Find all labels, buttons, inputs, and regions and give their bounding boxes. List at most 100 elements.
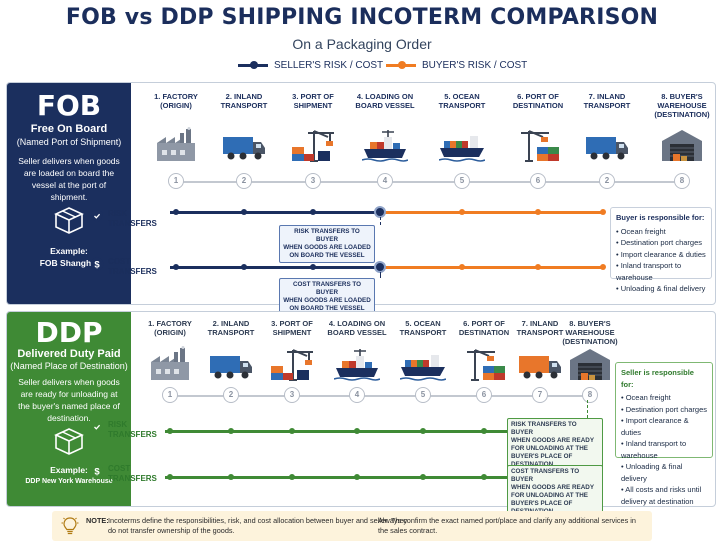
fob-cost-callout: COST TRANSFERS TO BUYER WHEN GOODS ARE L… (279, 278, 375, 316)
ddp-stage-label-2: 2. INLAND TRANSPORT (207, 319, 255, 337)
fob-panel: FOB Free On Board (Named Port of Shipmen… (6, 82, 716, 316)
ddp-stage-number-6: 6 (476, 387, 492, 403)
fob-cost-stage-dot (310, 264, 316, 270)
legend-seller-line-icon (238, 61, 268, 69)
ddp-example-value: DDP New York Warehouse (25, 478, 113, 485)
fob-cost-stage-dot (459, 264, 465, 270)
page-title: FOB vs DDP SHIPPING INCOTERM COMPARISON (65, 5, 659, 30)
warehouse-icon (567, 346, 613, 382)
dollar-coin-icon: $ (90, 464, 104, 478)
legend-seller: SELLER'S RISK / COST (238, 60, 383, 71)
truck-icon (221, 127, 267, 163)
loading-vessel-icon (361, 127, 409, 163)
ddp-cost-stage-dot (228, 474, 234, 480)
fob-risk-stage-dot (310, 209, 316, 215)
ddp-risk-stage-dot (481, 428, 487, 434)
ddp-cost-stage-dot (354, 474, 360, 480)
ddp-stage-label-4: 4. LOADING ON BOARD VESSEL (327, 319, 387, 337)
fob-cost-buyer-bar (380, 266, 603, 269)
ddp-abbreviation: DDP (35, 316, 103, 349)
fob-risk-stage-dot (459, 209, 465, 215)
ddp-named-place: (Named Place of Destination) (10, 361, 128, 371)
fob-responsibility-box: Buyer is responsible for: Ocean freightD… (610, 207, 712, 293)
ddp-responsibility-box: Seller is responsible for: Ocean freight… (615, 362, 713, 506)
fob-stage-number-4: 4 (377, 173, 393, 189)
fob-stage-number-8: 8 (674, 173, 690, 189)
ddp-stage-number-8: 8 (582, 387, 598, 403)
port-crane-icon (290, 127, 336, 163)
ddp-transfer-connector (587, 400, 588, 418)
fob-risk-stage-dot (600, 209, 606, 215)
ddp-risk-stage-dot (167, 428, 173, 434)
ddp-risk-seller-bar (165, 430, 587, 433)
loading-vessel-icon (333, 346, 381, 382)
ddp-responsibility-item: Unloading & final delivery (621, 461, 707, 484)
fob-cost-seller-bar (170, 266, 380, 269)
fob-responsibility-title: Buyer is responsible for: (616, 213, 705, 222)
ddp-stage-number-3: 3 (284, 387, 300, 403)
fob-stage-label-2: 2. INLAND TRANSPORT (220, 92, 268, 110)
note-label: NOTE: (86, 516, 109, 525)
fob-stage-number-7: 2 (599, 173, 615, 189)
fob-full-name: Free On Board (30, 123, 108, 135)
fob-responsibility-list: Ocean freightDestination port chargesImp… (616, 226, 706, 295)
fob-responsibility-item: Inland transport to warehouse (616, 260, 706, 283)
port-crane-icon (269, 346, 315, 382)
fob-stage-number-3: 3 (305, 173, 321, 189)
fob-cost-stage-dot (535, 264, 541, 270)
fob-stage-label-8: 8. BUYER'S WAREHOUSE (DESTINATION) (654, 92, 710, 119)
truck-icon (517, 346, 563, 382)
fob-stage-label-5: 5. OCEAN TRANSPORT (438, 92, 486, 110)
ddp-cost-seller-bar (165, 476, 587, 479)
fob-responsibility-item: Import clearance & duties (616, 249, 706, 261)
fob-risk-connector (380, 217, 381, 225)
ddp-stage-number-5: 5 (415, 387, 431, 403)
fob-stage-label-1: 1. FACTORY (ORIGIN) (154, 92, 198, 110)
fob-example-label: Example: (50, 246, 88, 256)
factory-icon (147, 346, 193, 382)
destination-port-icon (515, 127, 561, 163)
note-box: NOTE: Incoterms define the responsibilit… (52, 511, 652, 541)
legend: SELLER'S RISK / COST BUYER'S RISK / COST (0, 60, 724, 74)
ddp-stage-label-6: 6. PORT OF DESTINATION (458, 319, 510, 337)
truck-icon (584, 127, 630, 163)
ddp-stage-label-8: 8. BUYER'S WAREHOUSE (DESTINATION) (562, 319, 618, 346)
ddp-stage-number-7: 7 (532, 387, 548, 403)
fob-stage-label-6: 6. PORT OF DESTINATION (512, 92, 564, 110)
ddp-responsibility-item: Inland transport to warehouse (621, 438, 707, 461)
ddp-stage-number-4: 4 (349, 387, 365, 403)
legend-buyer: BUYER'S RISK / COST (386, 60, 527, 71)
ddp-stage-label-5: 5. OCEAN TRANSPORT (399, 319, 447, 337)
cargo-ship-icon (399, 346, 447, 382)
truck-icon (208, 346, 254, 382)
ddp-panel: DDP Delivered Duty Paid (Named Place of … (6, 311, 716, 519)
destination-port-icon (461, 346, 507, 382)
fob-cost-stage-dot (241, 264, 247, 270)
fob-cost-label: COST TRANSFERS (108, 257, 157, 276)
package-box-icon (54, 428, 84, 455)
ddp-sidebar: DDP Delivered Duty Paid (Named Place of … (7, 312, 131, 506)
ddp-risk-callout: RISK TRANSFERS TO BUYER WHEN GOODS ARE R… (507, 418, 603, 472)
factory-icon (153, 127, 199, 163)
fob-risk-buyer-bar (380, 211, 603, 214)
ddp-cost-stage-dot (289, 474, 295, 480)
fob-cost-connector (380, 272, 381, 278)
ddp-responsibility-item: Destination port charges (621, 404, 707, 416)
ddp-full-name: Delivered Duty Paid (17, 348, 121, 360)
ddp-cost-stage-dot (481, 474, 487, 480)
package-box-icon (54, 207, 84, 234)
fob-risk-stage-dot (535, 209, 541, 215)
fob-cost-stage-dot (600, 264, 606, 270)
fob-stage-label-4: 4. LOADING ON BOARD VESSEL (355, 92, 415, 110)
legend-seller-label: SELLER'S RISK / COST (274, 60, 384, 71)
ddp-risk-stage-dot (289, 428, 295, 434)
fob-risk-label: RISK TRANSFERS (108, 209, 157, 228)
warehouse-icon (659, 127, 705, 163)
ddp-cost-stage-dot (420, 474, 426, 480)
ddp-risk-stage-dot (228, 428, 234, 434)
fob-stage-number-5: 5 (454, 173, 470, 189)
fob-risk-callout: RISK TRANSFERS TO BUYER WHEN GOODS ARE L… (279, 225, 375, 263)
ddp-description: Seller delivers when goods are ready for… (18, 377, 120, 423)
fob-stage-label-7: 7. INLAND TRANSPORT (583, 92, 631, 110)
ddp-risk-label: RISK TRANSFERS (108, 420, 157, 439)
